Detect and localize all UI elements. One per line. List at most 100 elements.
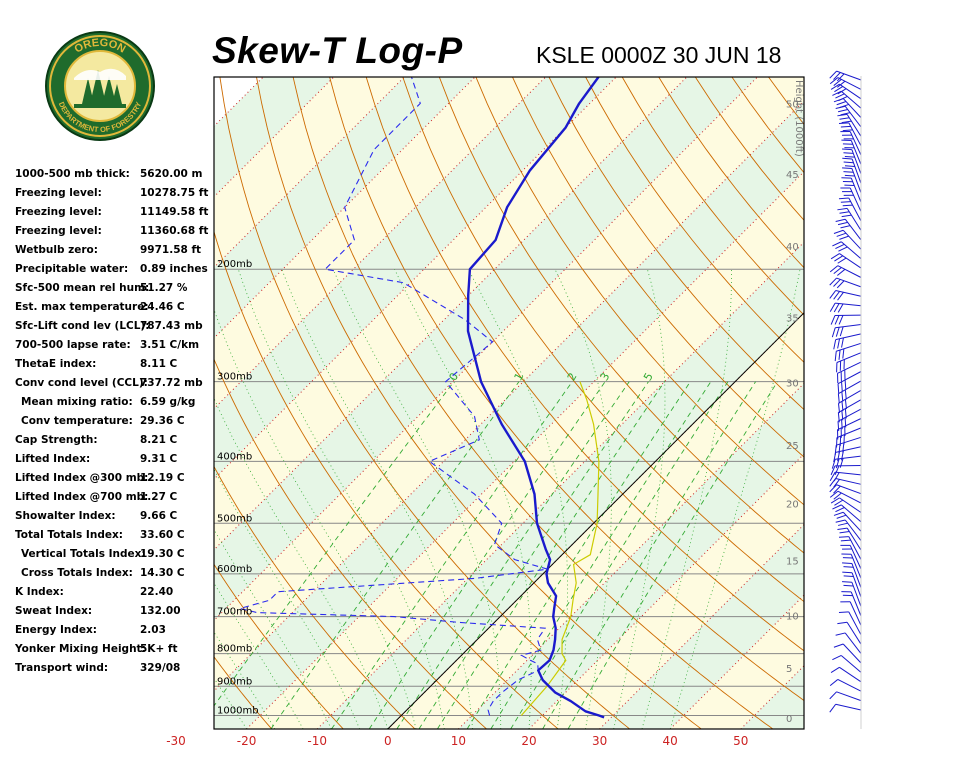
height-tick-label: 30	[786, 379, 799, 390]
wind-barb-staff	[836, 277, 862, 288]
wind-barb-flag	[839, 235, 849, 240]
wind-barb-flag	[838, 315, 844, 325]
wind-barb-flag	[838, 536, 849, 538]
wind-barb-flag	[833, 339, 837, 350]
wind-barb-staff	[848, 611, 862, 636]
isobar-label: 800mb	[217, 644, 252, 655]
wind-barb-staff	[848, 197, 862, 222]
wind-barb	[842, 562, 862, 588]
stat-value: 51.27 %	[140, 282, 188, 294]
wind-barb-flag	[840, 544, 851, 546]
temperature-band	[214, 101, 804, 729]
height-tick-label: 0	[786, 714, 792, 725]
wind-barb-flag	[833, 78, 842, 86]
wind-barb-flag	[838, 349, 841, 360]
stat-value: 5620.00 m	[140, 168, 203, 180]
wind-barb	[842, 167, 862, 193]
wind-barb-staff	[837, 77, 862, 90]
stat-row: 1000-500 mb thick: 5620.00 m	[15, 168, 215, 187]
wind-barb-flag	[835, 93, 845, 99]
wind-barb-flag	[842, 348, 845, 359]
wind-barb	[832, 655, 862, 673]
wind-barb-flag	[837, 451, 841, 462]
dry-adiabat	[292, 77, 774, 729]
wind-barb-flag	[842, 548, 852, 550]
wind-barb	[842, 581, 862, 607]
dry-adiabat	[512, 77, 804, 458]
wind-barb-flag	[841, 381, 843, 392]
height-tick-label: 45	[786, 170, 799, 181]
wind-barb	[837, 207, 862, 231]
wind-barb-staff	[839, 253, 862, 269]
wind-barb-staff	[840, 90, 862, 109]
wind-barb-flag	[844, 379, 847, 390]
wind-barb	[833, 229, 862, 250]
wind-barb-staff	[849, 187, 862, 212]
mixing-ratio-line	[510, 381, 729, 729]
wind-barb-flag	[837, 268, 846, 276]
wind-barb-staff	[836, 484, 862, 495]
stat-value: 9971.58 ft	[140, 244, 202, 256]
wind-barb	[830, 666, 862, 683]
wind-barb	[837, 527, 862, 551]
wind-barb	[830, 465, 862, 476]
wind-barb-flag	[844, 184, 855, 187]
height-tick-label: 5	[786, 664, 792, 675]
wind-barb-flag	[844, 147, 855, 149]
wind-barb	[835, 632, 862, 654]
wind-barb-flag	[842, 157, 853, 160]
wind-barb-staff	[836, 342, 862, 352]
wind-barb-flag	[837, 522, 848, 526]
x-tick-label: 50	[733, 734, 748, 748]
wind-barb-flag	[841, 337, 844, 348]
wind-barb-flag	[831, 459, 836, 469]
dry-adiabat	[365, 77, 804, 652]
wind-barb-staff	[850, 177, 862, 203]
wind-barb	[838, 536, 862, 560]
wind-barb	[832, 241, 862, 260]
wind-barb	[840, 544, 862, 570]
stat-value: 29.36 C	[140, 415, 185, 427]
stat-value: 19.30 C	[140, 548, 185, 560]
stat-label: Sfc-500 mean rel hum:	[15, 282, 150, 294]
isobar-label: 700mb	[217, 607, 252, 618]
x-tick-label: 40	[663, 734, 678, 748]
wind-barb-flag	[832, 90, 842, 96]
mixing-ratio-line	[270, 381, 520, 729]
stat-value: 11149.58 ft	[140, 206, 209, 218]
wind-barb-flag	[841, 591, 852, 593]
wind-barb-flag	[833, 72, 841, 80]
stat-row: Sfc-500 mean rel hum: 51.27 %	[15, 282, 215, 301]
height-tick-label: 15	[786, 557, 799, 568]
wind-barb	[838, 122, 862, 147]
wind-barb-column	[829, 70, 862, 713]
wind-barb-flag	[841, 120, 852, 124]
wind-barb-flag	[830, 315, 836, 325]
mixing-ratio-line	[396, 381, 630, 729]
stat-value: 14.30 C	[140, 567, 185, 579]
dry-adiabat	[585, 77, 804, 363]
wind-barb-flag	[834, 255, 844, 262]
svg-text:OREGON: OREGON	[73, 37, 128, 56]
stat-label: Freezing level:	[15, 206, 102, 218]
wind-barb-staff	[846, 527, 862, 551]
wind-barb	[837, 113, 862, 137]
stat-row: Lifted Index: 9.31 C	[15, 453, 215, 472]
wind-barb-flag	[843, 152, 854, 154]
wind-barb-flag	[830, 83, 840, 90]
wind-barb-flag	[839, 360, 842, 371]
wind-barb-flag	[843, 161, 854, 164]
wind-barb-staff	[835, 455, 862, 460]
wind-barb-flag	[841, 214, 852, 218]
wind-barb	[833, 643, 862, 664]
wind-barb	[841, 139, 862, 165]
wind-barb-staff	[848, 122, 862, 147]
temperature-band	[246, 171, 804, 729]
stat-row: Precipitable water: 0.89 inches	[15, 263, 215, 282]
mixing-ratio-line	[437, 381, 665, 729]
stat-row: Lifted Index @300 mb: 12.19 C	[15, 472, 215, 491]
dry-adiabat	[214, 358, 487, 729]
wind-barb-flag	[838, 122, 849, 124]
wind-barb	[833, 333, 862, 350]
stat-row: Vertical Totals Index: 19.30 C	[15, 548, 215, 567]
